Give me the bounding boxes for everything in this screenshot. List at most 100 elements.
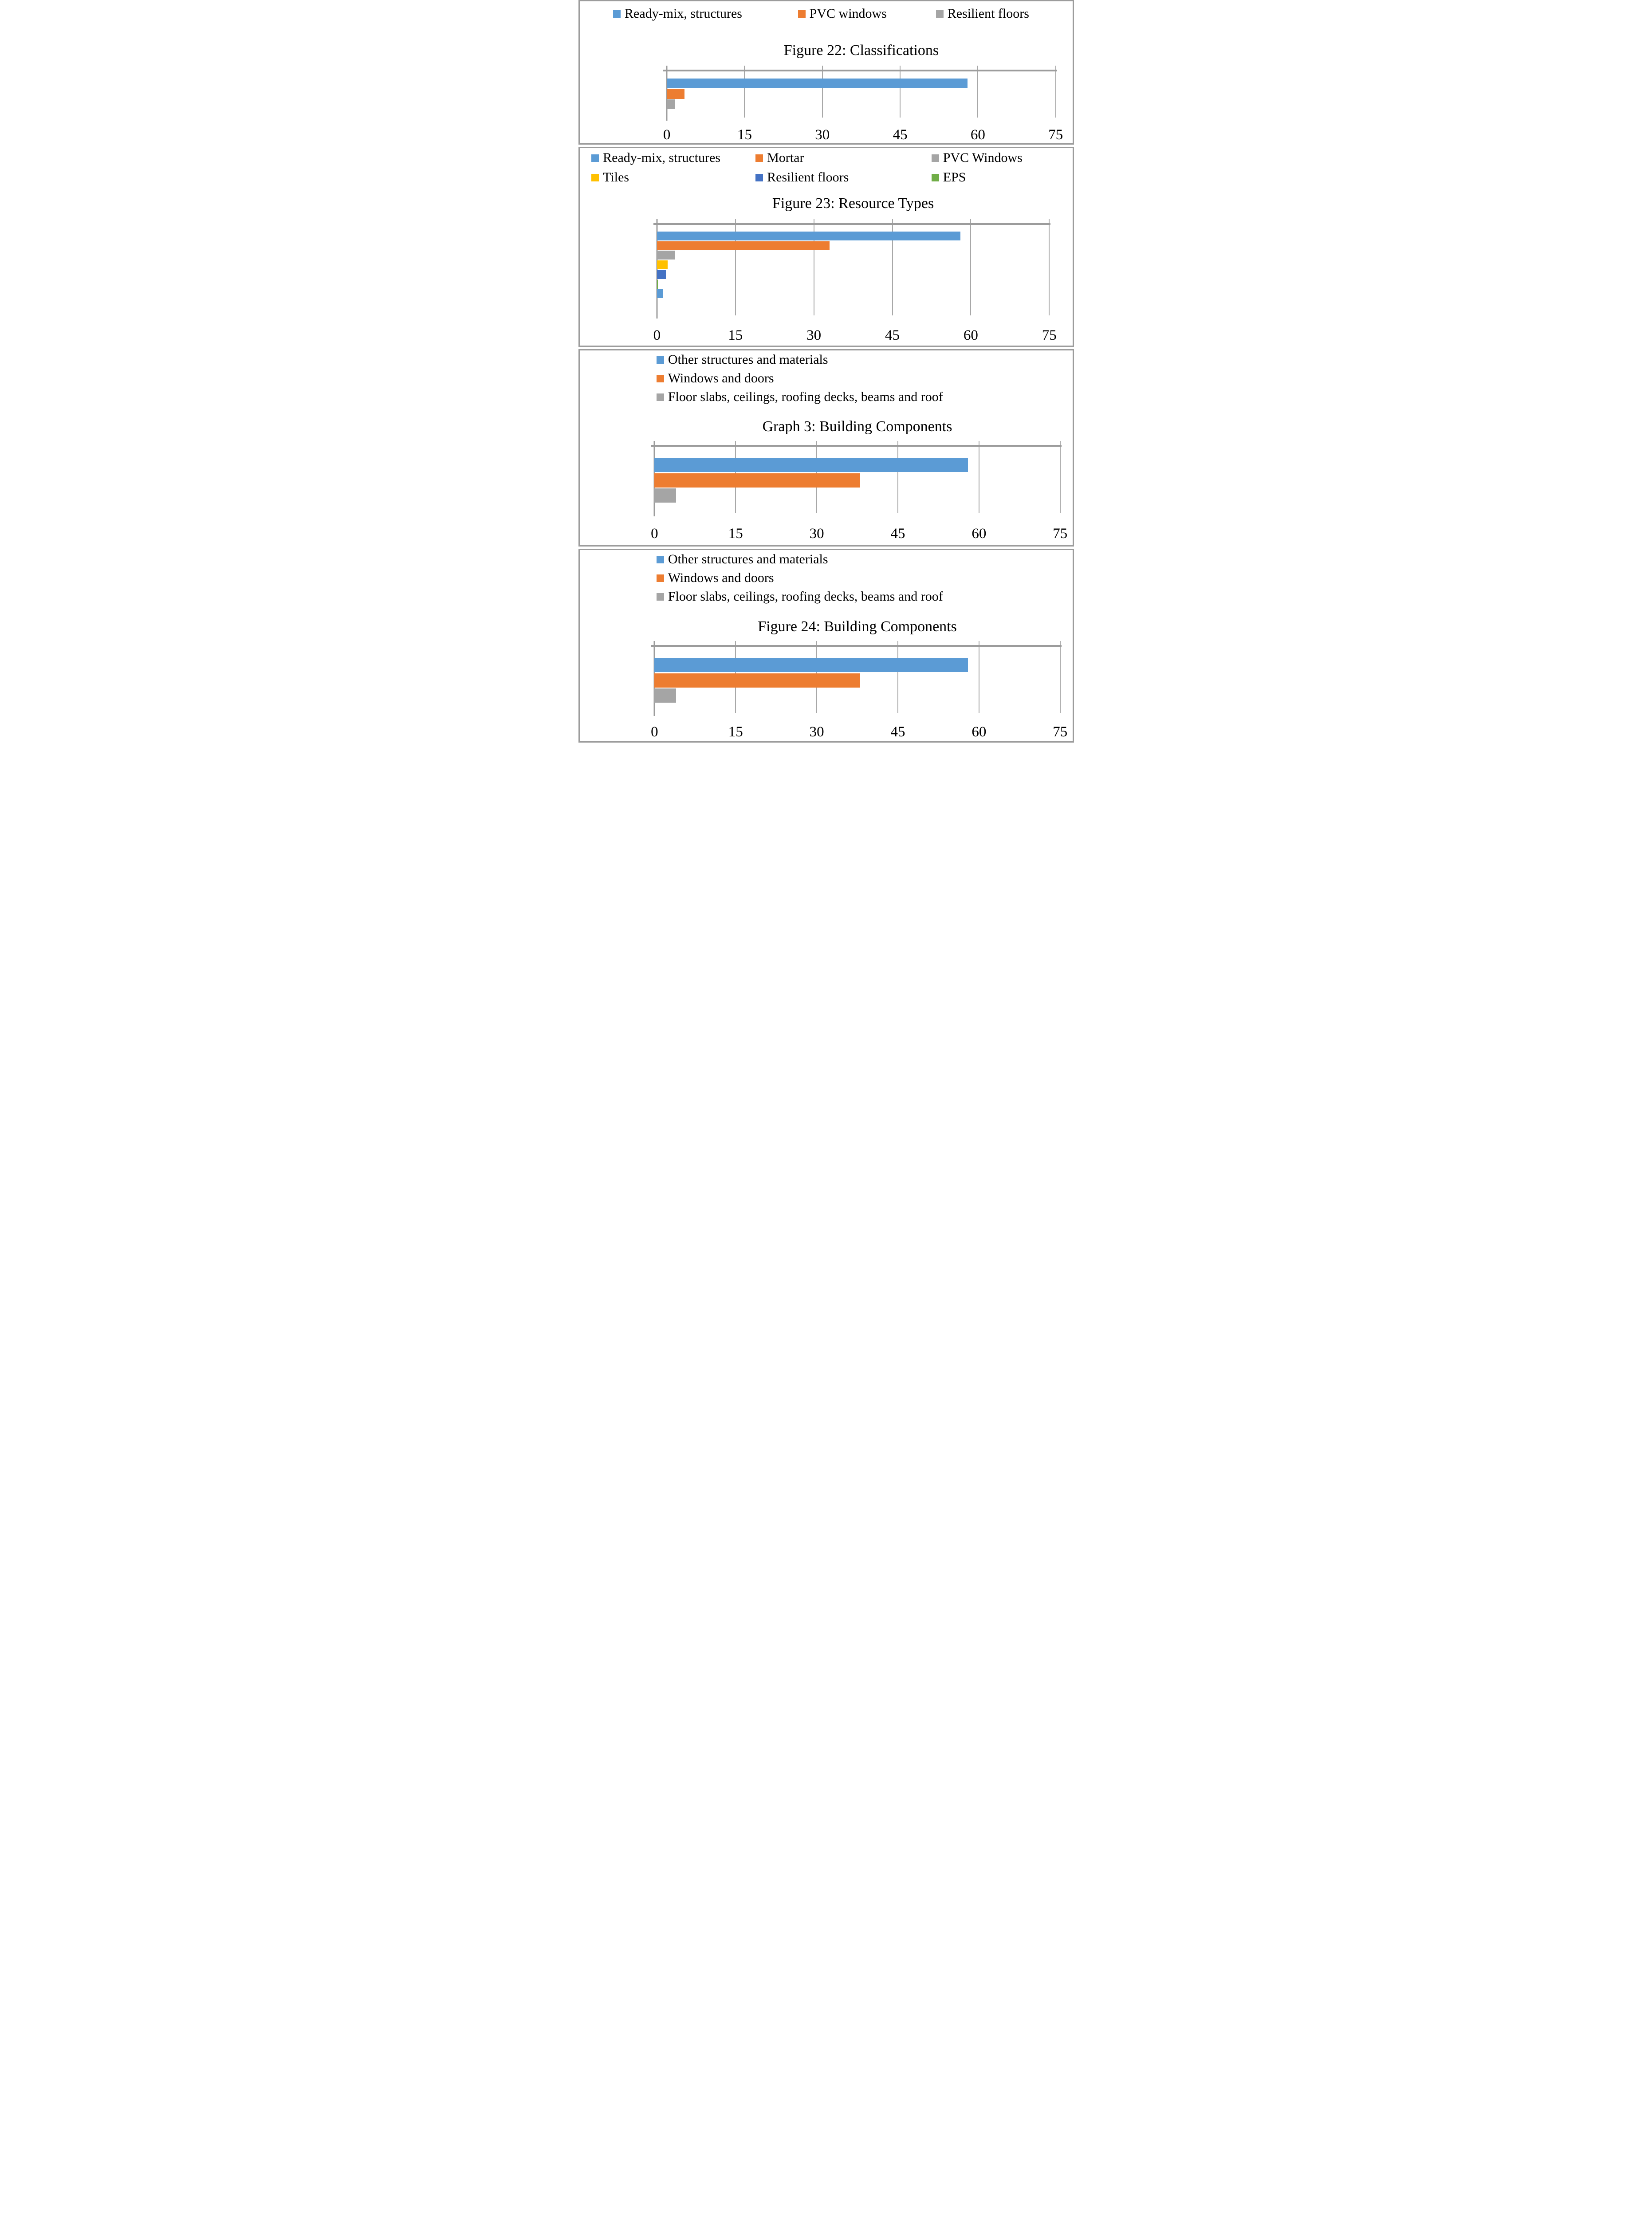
chart-panel-figure-24: Other structures and materials Windows an… bbox=[578, 549, 1074, 743]
bar-other-structures-and-materials bbox=[654, 458, 968, 472]
bar-tiles bbox=[657, 260, 668, 270]
gridline bbox=[744, 66, 745, 118]
legend-item: Ready-mix, structures bbox=[591, 149, 720, 167]
x-axis-tick-label: 15 bbox=[737, 127, 752, 143]
x-axis-tick-label: 15 bbox=[728, 526, 743, 542]
bar-pvc-windows bbox=[667, 89, 684, 99]
x-axis-tick-label: 60 bbox=[972, 526, 987, 542]
x-axis-tick-label: 75 bbox=[1042, 327, 1057, 343]
legend-item: Resilient floors bbox=[755, 169, 849, 186]
legend-swatch-icon bbox=[591, 173, 599, 181]
legend-swatch-icon bbox=[931, 154, 939, 162]
bar-windows-and-doors bbox=[654, 473, 860, 488]
gridline bbox=[1059, 441, 1061, 513]
legend-item: Ready-mix, structures bbox=[613, 6, 742, 22]
plot-area bbox=[651, 641, 1062, 716]
bar-floor-slabs-ceilings-roofing-decks-beams-and-roof bbox=[654, 688, 677, 703]
legend-swatch-icon bbox=[798, 10, 806, 18]
chart-title: Figure 23: Resource Types bbox=[772, 195, 934, 212]
legend-label: Resilient floors bbox=[767, 170, 849, 185]
chart-panel-figure-23: Ready-mix, structures Mortar PVC Windows Ti… bbox=[578, 147, 1074, 347]
bar-eps bbox=[657, 279, 658, 289]
legend-item: Floor slabs, ceilings, roofing decks, be… bbox=[656, 587, 1073, 606]
gridline bbox=[900, 66, 901, 118]
gridline bbox=[1049, 219, 1050, 315]
legend-label: Windows and doors bbox=[668, 371, 774, 385]
legend-item: Other structures and materials bbox=[656, 350, 1073, 369]
axis-line bbox=[651, 445, 1062, 447]
gridline bbox=[897, 641, 898, 713]
plot-area bbox=[651, 441, 1062, 516]
chart-title: Figure 22: Classifications bbox=[783, 42, 939, 59]
bar-ready-mix-structures bbox=[667, 79, 968, 88]
chart-panel-graph-3: Other structures and materials Windows an… bbox=[578, 349, 1074, 547]
legend-item: Mortar bbox=[755, 149, 804, 167]
x-axis-tick-label: 75 bbox=[1053, 724, 1068, 740]
x-axis-tick-label: 45 bbox=[890, 526, 905, 542]
bar-mortar bbox=[657, 241, 830, 250]
legend-label: PVC Windows bbox=[943, 150, 1023, 165]
legend-label: Floor slabs, ceilings, roofing decks, be… bbox=[668, 389, 943, 404]
bar-unlabeled bbox=[657, 289, 663, 299]
chart-title: Figure 24: Building Components bbox=[758, 618, 957, 635]
bar-other-structures-and-materials bbox=[654, 658, 968, 672]
legend-swatch-icon bbox=[755, 173, 763, 181]
legend-item: PVC Windows bbox=[931, 149, 1023, 167]
x-axis-tick-label: 30 bbox=[809, 724, 824, 740]
legend-swatch-icon bbox=[656, 574, 664, 582]
legend-label: Mortar bbox=[767, 150, 804, 165]
legend-swatch-icon bbox=[591, 154, 599, 162]
legend-item: Windows and doors bbox=[656, 369, 1073, 388]
gridline bbox=[977, 66, 979, 118]
gridline bbox=[1055, 66, 1056, 118]
legend-label: Tiles bbox=[603, 170, 629, 185]
chart-legend: Ready-mix, structures PVC windows Resilien… bbox=[580, 6, 1073, 22]
legend-label: Ready-mix, structures bbox=[603, 150, 721, 165]
bar-resilient-floors bbox=[657, 270, 666, 279]
legend-label: Resilient floors bbox=[947, 6, 1029, 21]
axis-line bbox=[663, 70, 1057, 71]
x-axis-tick-label: 15 bbox=[728, 327, 743, 343]
legend-item: PVC windows bbox=[798, 6, 887, 22]
chart-legend: Ready-mix, structures Mortar PVC Windows Ti… bbox=[580, 149, 1073, 189]
x-axis-tick-label: 75 bbox=[1053, 526, 1068, 542]
report-page: Ready-mix, structures PVC windows Resilien… bbox=[578, 0, 1074, 743]
axis-line bbox=[653, 223, 1051, 225]
legend-swatch-icon bbox=[931, 173, 939, 181]
legend-label: Other structures and materials bbox=[668, 352, 828, 367]
gridline bbox=[822, 66, 823, 118]
legend-label: Floor slabs, ceilings, roofing decks, be… bbox=[668, 589, 943, 604]
legend-swatch-icon bbox=[656, 356, 664, 364]
x-axis-tick-label: 45 bbox=[890, 724, 905, 740]
legend-label: Ready-mix, structures bbox=[625, 6, 742, 21]
legend-item: Tiles bbox=[591, 169, 629, 186]
plot-area bbox=[663, 66, 1057, 121]
x-axis-tick-label: 30 bbox=[815, 127, 830, 143]
gridline bbox=[892, 219, 893, 315]
gridline bbox=[897, 441, 898, 513]
x-axis-tick-label: 75 bbox=[1048, 127, 1063, 143]
gridline bbox=[735, 219, 736, 315]
gridline bbox=[1059, 641, 1061, 713]
legend-item: Floor slabs, ceilings, roofing decks, be… bbox=[656, 388, 1073, 406]
legend-swatch-icon bbox=[936, 10, 944, 18]
legend-label: Windows and doors bbox=[668, 570, 774, 585]
x-axis-tick-label: 60 bbox=[972, 724, 987, 740]
legend-swatch-icon bbox=[656, 593, 664, 601]
gridline bbox=[970, 219, 972, 315]
bar-floor-slabs-ceilings-roofing-decks-beams-and-roof bbox=[654, 488, 677, 503]
x-axis-tick-label: 0 bbox=[651, 526, 658, 542]
legend-swatch-icon bbox=[755, 154, 763, 162]
bar-pvc-windows bbox=[657, 251, 675, 260]
bar-ready-mix-structures bbox=[657, 232, 960, 240]
x-axis-tick-label: 0 bbox=[653, 327, 661, 343]
x-axis-tick-label: 0 bbox=[663, 127, 671, 143]
x-axis-tick-label: 0 bbox=[651, 724, 658, 740]
legend-label: PVC windows bbox=[809, 6, 887, 21]
legend-swatch-icon bbox=[656, 555, 664, 563]
legend-swatch-icon bbox=[656, 393, 664, 401]
legend-swatch-icon bbox=[613, 10, 621, 18]
legend-item: Windows and doors bbox=[656, 569, 1073, 587]
legend-swatch-icon bbox=[656, 374, 664, 382]
x-axis-tick-label: 60 bbox=[970, 127, 985, 143]
